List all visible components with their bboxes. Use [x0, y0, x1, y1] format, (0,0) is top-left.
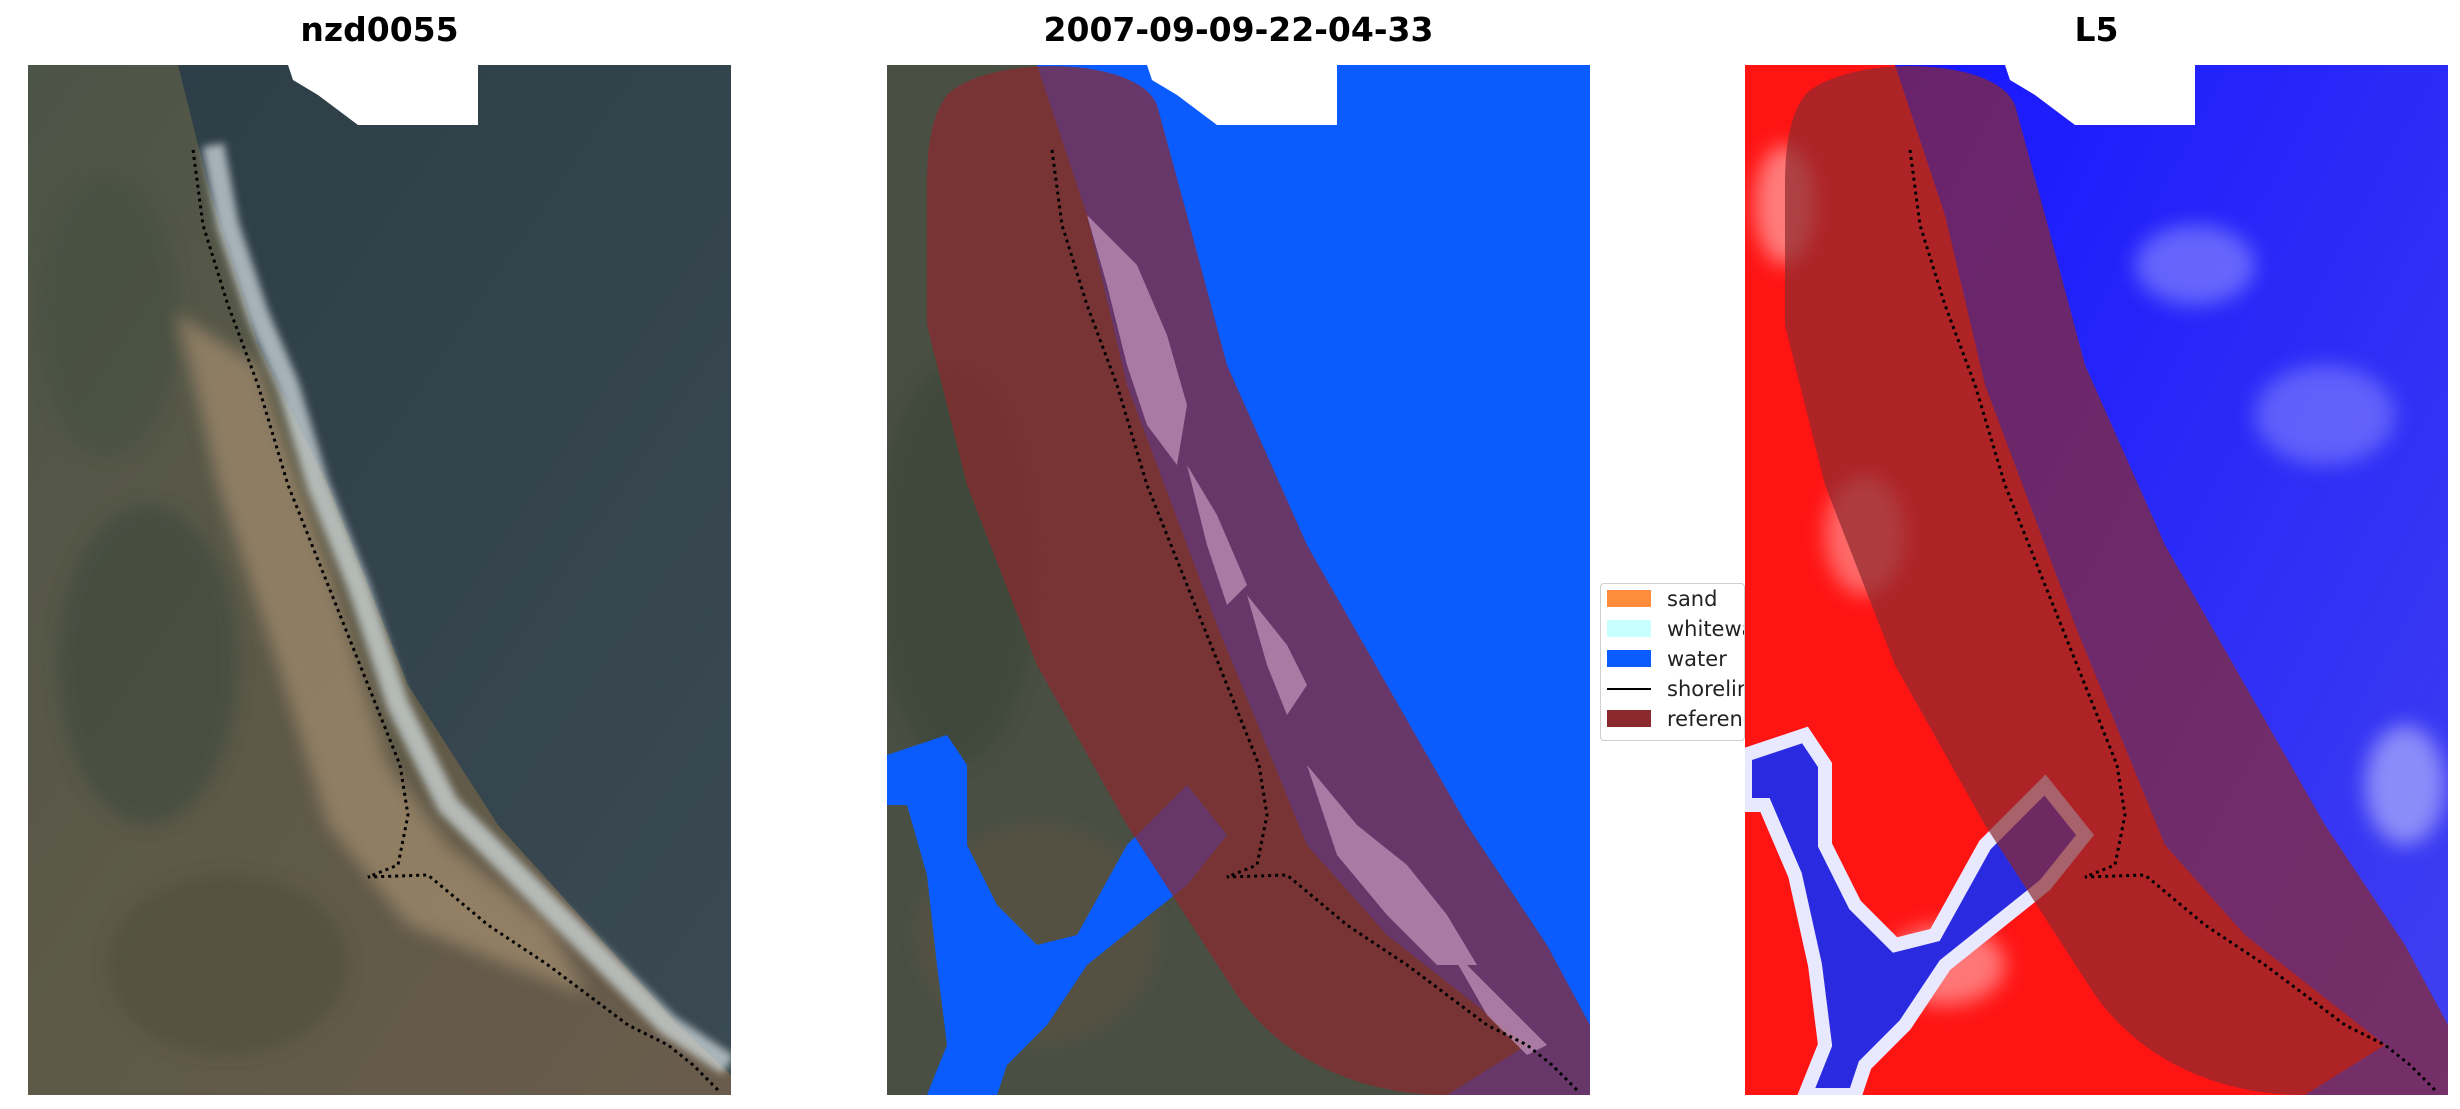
index-panel [1745, 65, 2448, 1095]
legend-item-sand: sand [1607, 587, 1744, 611]
nodata-mask [1147, 65, 1337, 125]
classified-river [887, 735, 1227, 1095]
nodata-mask [288, 65, 478, 125]
nodata-mask [2005, 65, 2195, 125]
legend-item-shoreline: shoreline [1607, 677, 1744, 701]
legend: sand whitewater water shoreline referenc… [1600, 583, 1745, 741]
classification-image [887, 65, 1590, 1095]
reference-shoreline-buffer [1785, 66, 2448, 1095]
classification-panel [887, 65, 1590, 1095]
legend-label: reference shoreline buffer [1667, 707, 1744, 731]
rgb-satellite-image [28, 65, 731, 1095]
legend-label: whitewater [1667, 617, 1744, 641]
legend-item-water: water [1607, 647, 1744, 671]
legend-swatch-water [1607, 650, 1651, 667]
legend-item-reference-buffer: reference shoreline buffer [1607, 707, 1744, 731]
index-river [1745, 726, 2094, 1095]
legend-label: water [1667, 647, 1727, 671]
legend-item-whitewater: whitewater [1607, 617, 1744, 641]
legend-label: shoreline [1667, 677, 1744, 701]
legend-swatch-sand [1607, 590, 1651, 607]
legend-label: sand [1667, 587, 1718, 611]
legend-swatch-reference-buffer [1607, 710, 1651, 727]
panel-title-date: 2007-09-09-22-04-33 [1043, 10, 1434, 49]
legend-swatch-whitewater [1607, 620, 1651, 637]
panel-title-index: L5 [2074, 10, 2119, 49]
rgb-satellite-panel [28, 65, 731, 1095]
legend-line-shoreline [1607, 688, 1651, 690]
reference-shoreline-buffer [927, 66, 1590, 1095]
panel-title-image-id: nzd0055 [300, 10, 459, 49]
index-image [1745, 65, 2448, 1095]
